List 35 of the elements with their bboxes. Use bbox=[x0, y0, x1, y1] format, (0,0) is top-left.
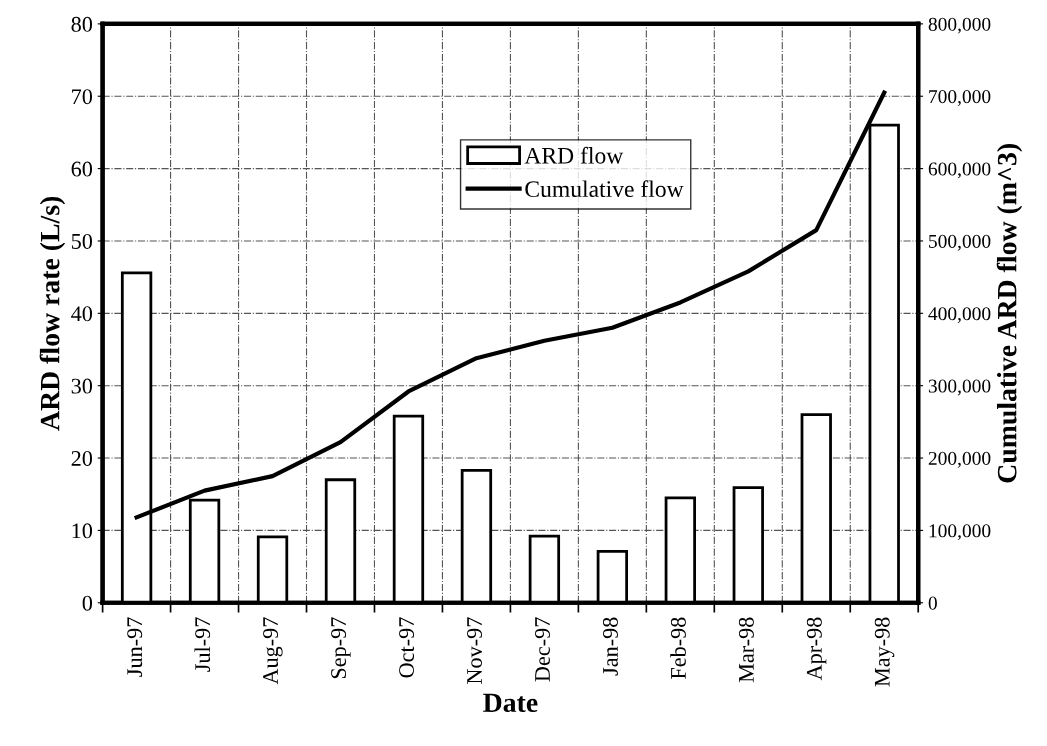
x-tick-label: May-98 bbox=[874, 617, 895, 687]
x-tick-label: Oct-97 bbox=[399, 617, 415, 678]
y-axis-title: ARD flow rate (L/s) bbox=[39, 196, 66, 431]
x-tick-label: Jun-97 bbox=[127, 617, 143, 677]
y-tick-label: 10 bbox=[72, 523, 93, 539]
y-tick-label: 60 bbox=[71, 161, 93, 177]
x-tick-label: Feb-98 bbox=[670, 617, 686, 679]
x-tick-label: Sep-97 bbox=[331, 617, 351, 679]
x-tick-label: Mar-98 bbox=[738, 617, 754, 683]
x-tick-label: Jul-97 bbox=[194, 617, 211, 672]
y2-tick-label: 300,000 bbox=[928, 379, 991, 396]
y-tick-label: 80 bbox=[71, 16, 93, 32]
x-axis-title: Date bbox=[483, 693, 538, 713]
y2-axis-title: Cumulative ARD flow (m^3) bbox=[996, 144, 1023, 483]
y-tick-label: 30 bbox=[71, 378, 93, 394]
y2-tick-label: 600,000 bbox=[928, 162, 991, 179]
x-tick-label: Aug-97 bbox=[263, 617, 283, 685]
y2-tick-label: 100,000 bbox=[929, 524, 991, 541]
y-tick-label: 20 bbox=[71, 450, 93, 466]
y-tick-label: 70 bbox=[72, 89, 93, 105]
y-tick-label: 50 bbox=[71, 233, 93, 249]
y2-tick-label: 700,000 bbox=[929, 90, 991, 106]
y2-tick-label: 200,000 bbox=[928, 451, 991, 468]
x-tick-label: Jan-98 bbox=[602, 617, 618, 676]
y2-tick-label: 400,000 bbox=[928, 307, 991, 324]
y-tick-label: 40 bbox=[71, 306, 93, 322]
x-tick-label: Nov-97 bbox=[467, 617, 482, 684]
y2-tick-label: 800,000 bbox=[928, 17, 991, 34]
x-tick-label: Apr-98 bbox=[806, 617, 827, 681]
y2-tick-label: 0 bbox=[928, 596, 937, 610]
y-tick-label: 0 bbox=[82, 595, 93, 611]
y2-tick-label: 500,000 bbox=[929, 234, 991, 251]
x-tick-label: Dec-97 bbox=[535, 617, 550, 682]
legend-label: ARD flow bbox=[524, 146, 624, 164]
legend-label: Cumulative flow bbox=[525, 180, 684, 198]
